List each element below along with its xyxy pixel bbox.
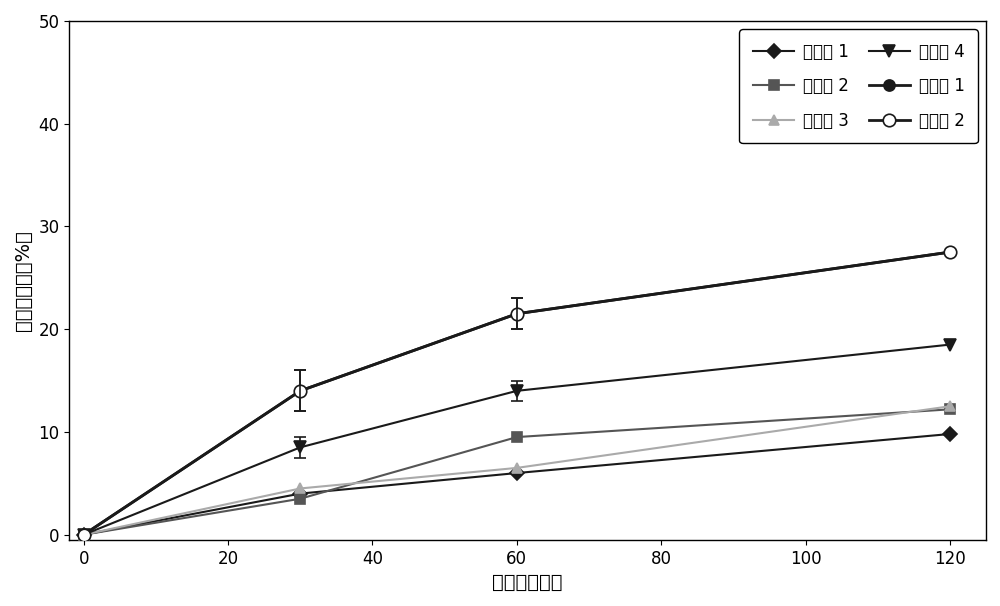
实施例 2 — [294, 495, 306, 502]
比较例 1 — [944, 248, 956, 256]
比较例 2 — [944, 248, 956, 256]
实施例 1 — [944, 430, 956, 438]
实施例 2 — [944, 405, 956, 413]
Legend: 实施例 1, 实施例 2, 实施例 3, 实施例 4, 比较例 1, 比较例 2: 实施例 1, 实施例 2, 实施例 3, 实施例 4, 比较例 1, 比较例 2 — [739, 29, 978, 143]
Line: 实施例 2: 实施例 2 — [79, 404, 955, 539]
实施例 2 — [78, 531, 90, 538]
实施例 1 — [511, 470, 523, 477]
实施例 3 — [944, 402, 956, 410]
实施例 2 — [511, 433, 523, 441]
Line: 比较例 2: 比较例 2 — [77, 246, 956, 541]
Line: 实施例 4: 实施例 4 — [78, 339, 956, 541]
X-axis label: 时间（分钟）: 时间（分钟） — [492, 573, 563, 592]
Line: 比较例 1: 比较例 1 — [78, 247, 956, 541]
比较例 2 — [294, 387, 306, 395]
实施例 4 — [294, 444, 306, 451]
实施例 4 — [944, 341, 956, 348]
比较例 2 — [511, 310, 523, 318]
实施例 3 — [78, 531, 90, 538]
Line: 实施例 1: 实施例 1 — [79, 429, 955, 539]
实施例 3 — [294, 485, 306, 492]
Y-axis label: 药物溶出量（%）: 药物溶出量（%） — [14, 230, 33, 331]
实施例 1 — [78, 531, 90, 538]
实施例 4 — [511, 387, 523, 395]
实施例 3 — [511, 464, 523, 471]
实施例 4 — [78, 531, 90, 538]
比较例 1 — [294, 387, 306, 395]
实施例 1 — [294, 490, 306, 498]
比较例 1 — [78, 531, 90, 538]
比较例 1 — [511, 310, 523, 318]
Line: 实施例 3: 实施例 3 — [79, 401, 955, 539]
比较例 2 — [78, 531, 90, 538]
